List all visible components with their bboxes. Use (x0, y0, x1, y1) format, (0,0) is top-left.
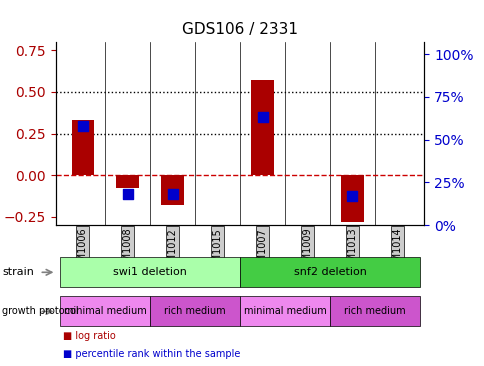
Text: minimal medium: minimal medium (243, 306, 326, 317)
Point (258, 115, 266, 120)
Text: rich medium: rich medium (344, 306, 405, 317)
Text: strain: strain (2, 267, 34, 277)
Bar (116, 175, 138, 188)
Text: ■ log ratio: ■ log ratio (63, 331, 116, 341)
Bar (71, 120, 94, 175)
Point (123, 191, 131, 197)
Bar (341, 175, 363, 222)
Bar (161, 175, 183, 205)
Text: swi1 deletion: swi1 deletion (113, 267, 187, 277)
Point (79, 123, 87, 129)
Text: growth protocol: growth protocol (2, 306, 79, 317)
Title: GDS106 / 2331: GDS106 / 2331 (182, 22, 298, 37)
Point (168, 191, 176, 197)
Text: minimal medium: minimal medium (64, 306, 146, 317)
Bar (251, 81, 273, 175)
Text: rich medium: rich medium (164, 306, 226, 317)
Text: snf2 deletion: snf2 deletion (293, 267, 365, 277)
Text: ■ percentile rank within the sample: ■ percentile rank within the sample (63, 349, 240, 359)
Point (348, 193, 356, 199)
